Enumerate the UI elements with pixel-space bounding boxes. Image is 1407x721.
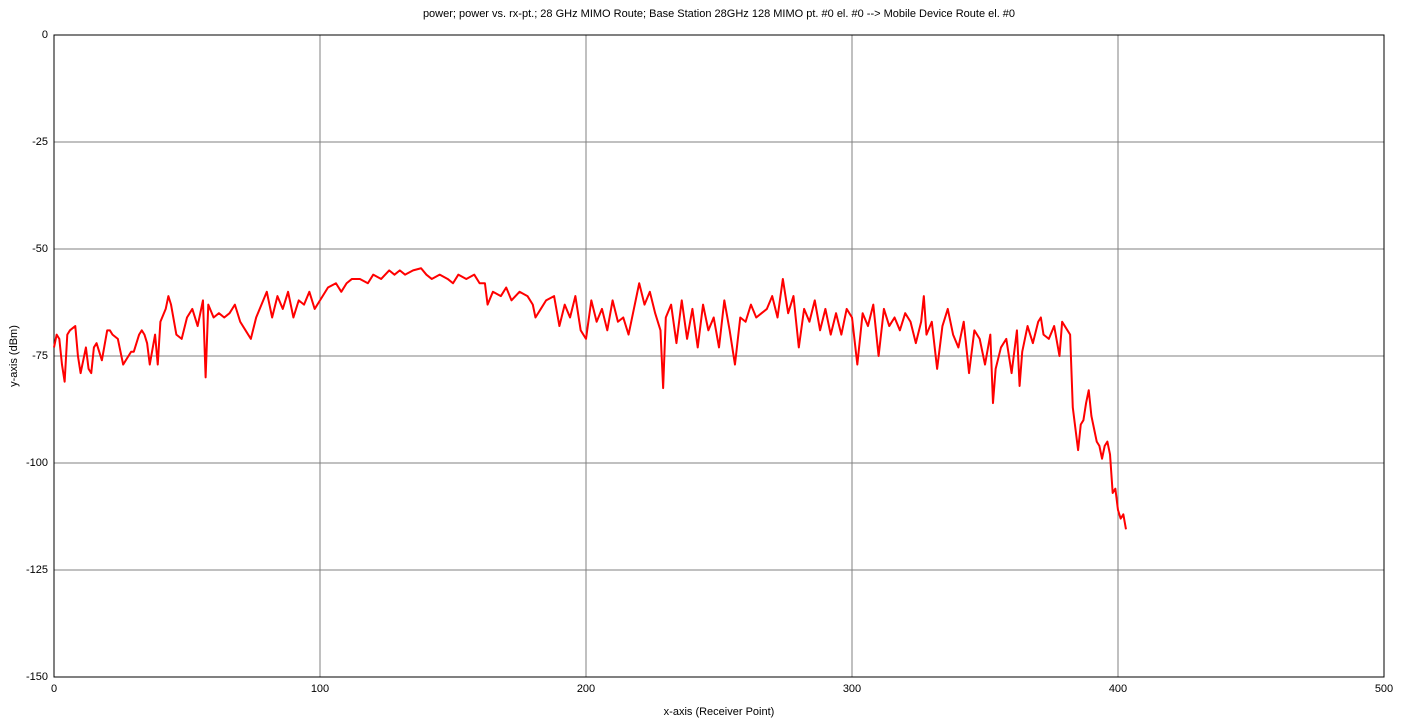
x-tick-label: 300 bbox=[843, 683, 861, 695]
y-tick-label: -50 bbox=[32, 243, 48, 255]
x-axis-label: x-axis (Receiver Point) bbox=[664, 706, 775, 718]
y-tick-label: -100 bbox=[26, 457, 48, 469]
data-line bbox=[53, 267, 1127, 530]
y-tick-label: -125 bbox=[26, 564, 48, 576]
y-tick-label: -75 bbox=[32, 350, 48, 362]
plot-border bbox=[53, 34, 1385, 678]
x-tick-label: 400 bbox=[1109, 683, 1127, 695]
chart-title: power; power vs. rx-pt.; 28 GHz MIMO Rou… bbox=[423, 8, 1015, 20]
x-tick-label: 200 bbox=[577, 683, 595, 695]
y-tick-label: -25 bbox=[32, 136, 48, 148]
x-tick-label: 100 bbox=[311, 683, 329, 695]
x-tick-label: 500 bbox=[1375, 683, 1393, 695]
y-tick-label: 0 bbox=[42, 29, 48, 41]
x-tick-label: 0 bbox=[51, 683, 57, 695]
y-axis-label: y-axis (dBm) bbox=[8, 325, 20, 387]
y-tick-label: -150 bbox=[26, 671, 48, 683]
